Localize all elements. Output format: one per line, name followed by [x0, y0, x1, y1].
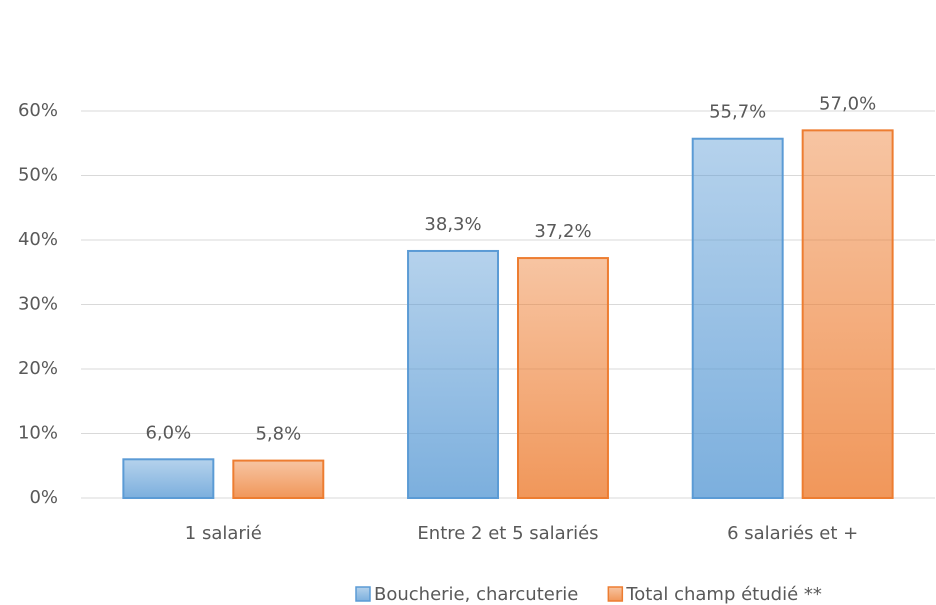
- x-tick-label: 1 salarié: [185, 523, 262, 544]
- data-label: 6,0%: [145, 422, 191, 443]
- y-tick-label: 50%: [18, 165, 58, 186]
- bar: [122, 458, 215, 499]
- legend-swatch: [607, 586, 624, 602]
- x-tick-label: Entre 2 et 5 salariés: [417, 523, 598, 544]
- bar: [517, 257, 609, 499]
- bar: [691, 137, 784, 500]
- data-label: 57,0%: [819, 93, 876, 114]
- bar: [407, 249, 499, 499]
- y-tick-label: 0%: [29, 487, 58, 508]
- y-tick-label: 20%: [18, 358, 58, 379]
- bar: [801, 129, 894, 499]
- data-label: 5,8%: [255, 424, 301, 445]
- legend-swatch: [355, 586, 371, 602]
- data-label: 37,2%: [534, 221, 591, 242]
- y-tick-label: 10%: [18, 423, 58, 444]
- bar: [232, 459, 325, 499]
- y-tick-label: 30%: [18, 294, 58, 315]
- legend-label: Total champ étudié **: [625, 584, 822, 605]
- legend: Boucherie, charcuterie Total champ étudié…: [355, 584, 822, 605]
- legend-label: Boucherie, charcuterie: [374, 584, 578, 605]
- y-tick-label: 40%: [18, 229, 58, 250]
- data-label: 38,3%: [424, 214, 481, 235]
- y-tick-label: 60%: [18, 100, 58, 121]
- x-tick-label: 6 salariés et +: [727, 523, 858, 544]
- data-label: 55,7%: [709, 102, 766, 123]
